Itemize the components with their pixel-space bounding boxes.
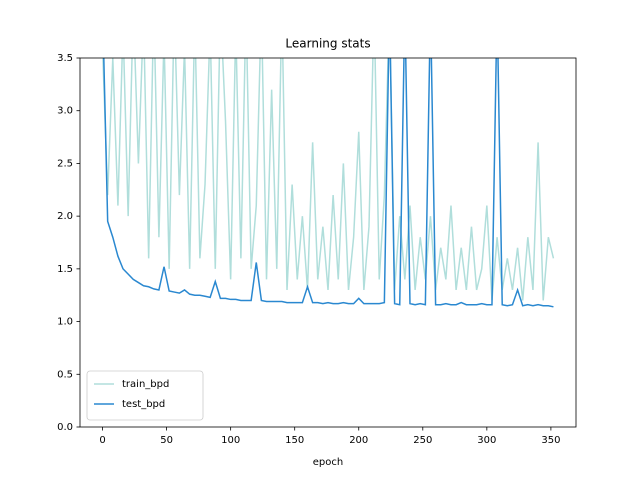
chart-title: Learning stats [285,37,370,51]
x-tick-label: 350 [541,435,560,446]
x-tick-label: 100 [221,435,240,446]
x-tick-label: 200 [349,435,368,446]
y-tick-label: 3.0 [57,106,73,117]
plot-frame [79,57,577,428]
legend-label: test_bpd [122,399,165,410]
x-tick-label: 0 [99,435,105,446]
series-line [102,58,555,301]
y-tick-label: 2.0 [57,211,73,222]
y-tick-label: 0.5 [57,369,73,380]
y-tick-label: 2.5 [57,158,73,169]
y-tick-label: 0.0 [57,422,73,433]
plot-area [102,58,555,308]
legend-label: train_bpd [122,379,169,390]
x-tick-label: 300 [477,435,496,446]
y-tick-label: 1.0 [57,317,73,328]
x-tick-label: 250 [413,435,432,446]
y-tick-label: 1.5 [57,264,73,275]
series-line [103,58,554,308]
x-axis-label: epoch [313,457,343,468]
x-tick-label: 50 [160,435,173,446]
x-tick-label: 150 [285,435,304,446]
legend-box [86,370,204,421]
y-tick-label: 3.5 [57,53,73,64]
